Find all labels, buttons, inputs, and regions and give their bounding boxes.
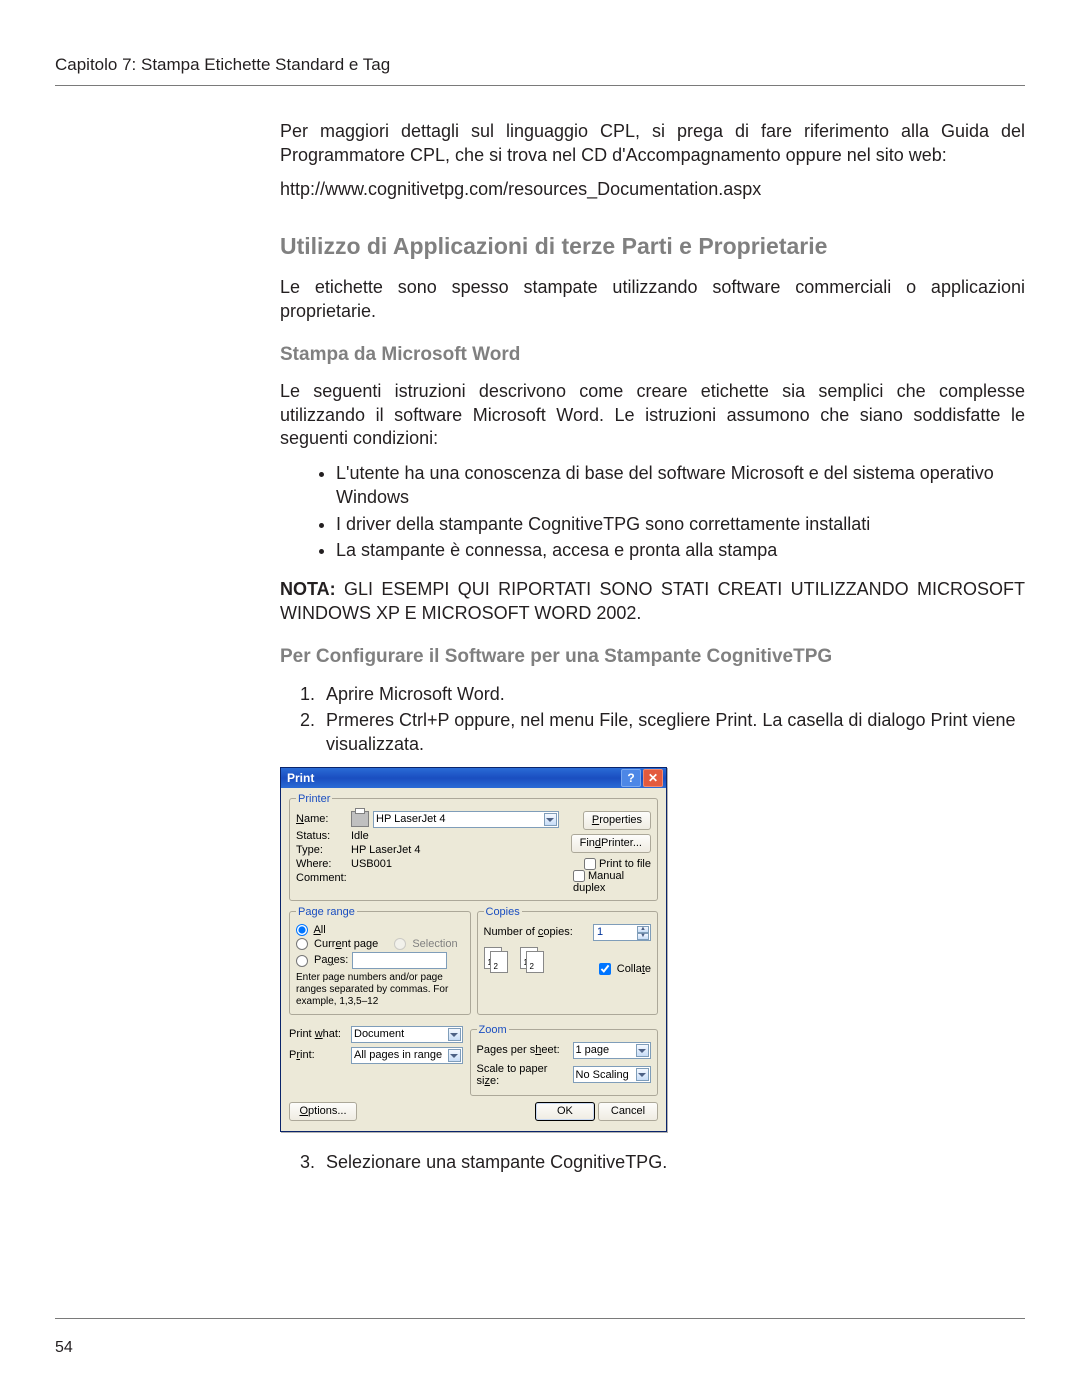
status-value: Idle xyxy=(351,830,369,842)
type-label: Type: xyxy=(296,844,351,856)
print-label: Print: xyxy=(289,1049,351,1061)
pages-per-sheet-dropdown[interactable]: 1 page xyxy=(573,1042,651,1059)
printer-legend: Printer xyxy=(296,793,332,805)
note-text: GLI ESEMPI QUI RIPORTATI SONO STATI CREA… xyxy=(280,579,1025,623)
pages-hint: Enter page numbers and/or page ranges se… xyxy=(296,972,464,1008)
collate-checkbox[interactable]: Collate xyxy=(599,963,651,975)
subheading-configure: Per Configurare il Software per una Stam… xyxy=(280,646,1025,668)
scale-label: Scale to paper size: xyxy=(477,1063,573,1087)
collate-icon: 1 2 xyxy=(484,947,520,975)
options-button[interactable]: Options... xyxy=(289,1102,357,1121)
condition-item: I driver della stampante CognitiveTPG so… xyxy=(336,512,1025,536)
body-content: Per maggiori dettagli sul linguaggio CPL… xyxy=(280,120,1025,1174)
copies-spinner[interactable]: 1 ▲▼ xyxy=(593,924,651,941)
chapter-header: Capitolo 7: Stampa Etichette Standard e … xyxy=(55,55,1025,86)
properties-button[interactable]: Properties xyxy=(583,811,651,830)
close-icon[interactable]: ✕ xyxy=(643,769,663,787)
help-icon[interactable]: ? xyxy=(621,769,641,787)
page-range-legend: Page range xyxy=(296,906,357,918)
paragraph-cpl-intro: Per maggiori dettagli sul linguaggio CPL… xyxy=(280,120,1025,168)
zoom-group: Zoom Pages per sheet: 1 page Scale to pa… xyxy=(470,1024,659,1096)
cancel-button[interactable]: Cancel xyxy=(598,1102,658,1121)
document-page: Capitolo 7: Stampa Etichette Standard e … xyxy=(0,0,1080,1397)
pps-label: Pages per sheet: xyxy=(477,1044,573,1056)
printer-group: Printer Name: HP LaserJet 4 Status:Idle xyxy=(289,793,658,901)
pages-input[interactable] xyxy=(352,952,447,969)
page-footer: 54 xyxy=(55,1318,1025,1357)
paragraph-software: Le etichette sono spesso stampate utiliz… xyxy=(280,276,1025,324)
num-copies-label: Number of copies: xyxy=(484,926,594,938)
printer-icon xyxy=(351,811,369,827)
condition-item: La stampante è connessa, accesa e pronta… xyxy=(336,538,1025,562)
where-value: USB001 xyxy=(351,858,392,870)
ok-button[interactable]: OK xyxy=(535,1102,595,1121)
status-label: Status: xyxy=(296,830,351,842)
page-number: 54 xyxy=(55,1339,73,1356)
copies-group: Copies Number of copies: 1 ▲▼ 1 2 xyxy=(477,906,659,1015)
scale-dropdown[interactable]: No Scaling xyxy=(573,1066,651,1083)
print-range-dropdown[interactable]: All pages in range xyxy=(351,1047,463,1064)
current-page-radio[interactable]: Current page xyxy=(296,938,378,950)
step-item: Prmeres Ctrl+P oppure, nel menu File, sc… xyxy=(320,708,1025,757)
note-label: NOTA: xyxy=(280,579,336,599)
all-radio[interactable]: All xyxy=(296,924,326,936)
type-value: HP LaserJet 4 xyxy=(351,844,421,856)
steps-list: Aprire Microsoft Word. Prmeres Ctrl+P op… xyxy=(280,682,1025,757)
collate-icon: 1 2 xyxy=(520,947,556,975)
note-paragraph: NOTA: GLI ESEMPI QUI RIPORTATI SONO STAT… xyxy=(280,578,1025,626)
documentation-url: http://www.cognitivetpg.com/resources_Do… xyxy=(280,179,761,199)
page-range-group: Page range All Current page Selection Pa… xyxy=(289,906,471,1015)
print-dialog: Print ? ✕ Printer Name: HP LaserJe xyxy=(280,767,667,1132)
pages-radio[interactable]: Pages: xyxy=(296,954,348,966)
conditions-list: L'utente ha una conoscenza di base del s… xyxy=(280,461,1025,562)
print-what-dropdown[interactable]: Document xyxy=(351,1026,463,1043)
name-label: Name: xyxy=(296,813,351,825)
selection-radio: Selection xyxy=(394,938,457,950)
section-heading-third-party: Utilizzo di Applicazioni di terze Parti … xyxy=(280,233,1025,260)
subheading-word: Stampa da Microsoft Word xyxy=(280,344,1025,366)
find-printer-button[interactable]: Find Printer... xyxy=(571,834,651,853)
print-what-label: Print what: xyxy=(289,1028,351,1040)
copies-legend: Copies xyxy=(484,906,522,918)
manual-duplex-checkbox[interactable]: Manual duplex xyxy=(573,870,651,894)
where-label: Where: xyxy=(296,858,351,870)
steps-list-continued: Selezionare una stampante CognitiveTPG. xyxy=(280,1150,1025,1174)
step-item: Selezionare una stampante CognitiveTPG. xyxy=(320,1150,1025,1174)
condition-item: L'utente ha una conoscenza di base del s… xyxy=(336,461,1025,510)
paragraph-instructions: Le seguenti istruzioni descrivono come c… xyxy=(280,380,1025,451)
comment-label: Comment: xyxy=(296,872,351,884)
step-item: Aprire Microsoft Word. xyxy=(320,682,1025,706)
url-line: http://www.cognitivetpg.com/resources_Do… xyxy=(280,178,1025,202)
dialog-titlebar[interactable]: Print ? ✕ xyxy=(281,768,666,788)
dialog-title: Print xyxy=(287,771,314,785)
zoom-legend: Zoom xyxy=(477,1024,509,1036)
printer-name-dropdown[interactable]: HP LaserJet 4 xyxy=(373,811,559,828)
print-to-file-checkbox[interactable]: Print to file xyxy=(584,858,651,870)
